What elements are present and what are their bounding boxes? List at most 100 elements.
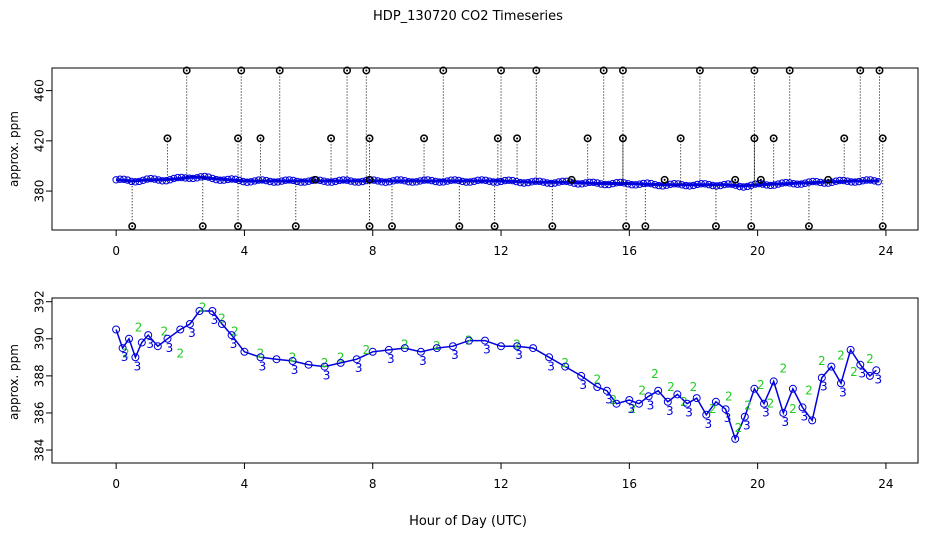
spike-point <box>618 134 627 143</box>
spike-point <box>388 222 396 231</box>
baseline-point <box>289 176 297 185</box>
spike-point-center <box>423 137 426 140</box>
spike-point-center <box>621 137 624 140</box>
spike-point <box>878 222 887 231</box>
baseline-point <box>651 181 659 189</box>
baseline-point <box>505 176 513 184</box>
co2-secondary-label: 2 <box>850 365 858 379</box>
co2-point-label: 3 <box>291 363 299 377</box>
co2-secondary-label: 2 <box>725 389 733 403</box>
baseline-point <box>558 177 567 186</box>
co2-point-label: 3 <box>121 350 129 364</box>
co2-point <box>208 307 217 315</box>
co2-point-label: 3 <box>839 385 847 399</box>
baseline-point <box>612 179 621 187</box>
co2-point <box>817 373 826 382</box>
baseline-point <box>709 181 717 190</box>
co2-point <box>272 355 281 364</box>
spike-point <box>182 66 191 75</box>
baseline-point <box>112 176 120 184</box>
baseline-point <box>435 178 444 186</box>
spike-point-center <box>368 225 371 228</box>
co2-point <box>872 366 881 375</box>
co2-point-label: 3 <box>627 402 635 416</box>
co2-point-label: 3 <box>211 313 219 327</box>
co2-point <box>240 347 249 356</box>
baseline-point <box>628 181 636 189</box>
baseline-point <box>204 173 213 181</box>
co2-line <box>115 310 877 442</box>
spike-point-center <box>166 137 169 140</box>
baseline-point <box>478 176 486 184</box>
spike-point <box>291 222 300 231</box>
baseline-point <box>412 178 421 186</box>
baseline-point <box>874 178 882 186</box>
co2-point-label: 3 <box>188 326 196 340</box>
baseline-point <box>863 176 871 184</box>
baseline-point <box>428 176 436 185</box>
bottom-xtick-label: 8 <box>369 477 377 491</box>
baseline-point <box>562 177 571 186</box>
co2-secondary-label: 2 <box>218 311 226 325</box>
spike-point <box>439 66 448 75</box>
co2-point <box>593 383 602 391</box>
spike-point <box>856 66 865 75</box>
spike-point-center <box>679 137 682 140</box>
baseline-point <box>578 180 586 188</box>
baseline-point <box>582 179 590 187</box>
baseline-point <box>154 176 163 184</box>
co2-point <box>683 399 692 408</box>
baseline-point <box>551 179 559 187</box>
spike-point-center <box>621 69 624 72</box>
spike-point-center <box>698 69 701 72</box>
spike-point-center <box>772 137 775 140</box>
co2-point-label: 3 <box>579 378 587 392</box>
baseline-point <box>358 177 367 186</box>
baseline-point <box>682 181 690 190</box>
baseline-point <box>712 182 721 190</box>
co2-point <box>185 320 194 328</box>
baseline-point <box>855 177 863 186</box>
baseline-point <box>143 175 151 183</box>
co2-secondary-label: 2 <box>176 347 184 361</box>
spike-point <box>493 134 502 143</box>
baseline-point <box>778 179 786 187</box>
co2-secondary-label: 2 <box>609 393 617 407</box>
co2-point-label: 3 <box>323 369 331 383</box>
spike-point <box>747 222 756 231</box>
co2-point <box>750 384 759 393</box>
top-xtick-label: 4 <box>241 244 249 258</box>
co2-secondary-label: 2 <box>837 349 845 363</box>
spike-point-center <box>807 225 810 228</box>
baseline-point <box>389 177 397 185</box>
baseline-point <box>485 177 494 185</box>
spike-point-center <box>535 69 538 72</box>
co2-point <box>856 360 865 369</box>
co2-point-label: 3 <box>483 343 491 357</box>
spike-point-center <box>458 225 461 228</box>
spike-point <box>660 175 669 184</box>
baseline-point <box>632 181 640 189</box>
co2-point <box>702 410 711 419</box>
co2-secondary-label: 2 <box>757 378 765 392</box>
baseline-point <box>285 176 293 184</box>
baseline-point <box>493 178 501 186</box>
baseline-point <box>770 181 778 189</box>
spike-point-center <box>881 137 884 140</box>
co2-secondary-label: 2 <box>593 373 601 387</box>
spike-point <box>750 134 759 143</box>
co2-point <box>400 344 409 353</box>
baseline-point <box>839 176 848 185</box>
baseline-point <box>339 176 347 184</box>
spike-point <box>618 66 627 75</box>
bottom-ytick-label: 386 <box>33 401 47 424</box>
spike-point <box>275 66 284 75</box>
spike-point <box>583 134 592 143</box>
co2-point <box>125 334 133 343</box>
baseline-point <box>235 176 244 185</box>
baseline-point <box>251 177 259 185</box>
spike-point <box>256 134 265 143</box>
baseline-point <box>458 177 467 186</box>
co2-point-label: 3 <box>451 348 459 362</box>
baseline-point <box>739 183 748 191</box>
